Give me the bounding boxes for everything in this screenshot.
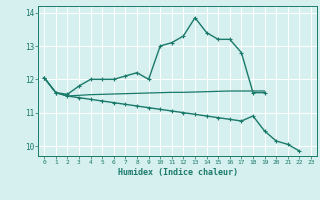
X-axis label: Humidex (Indice chaleur): Humidex (Indice chaleur)	[118, 168, 238, 177]
